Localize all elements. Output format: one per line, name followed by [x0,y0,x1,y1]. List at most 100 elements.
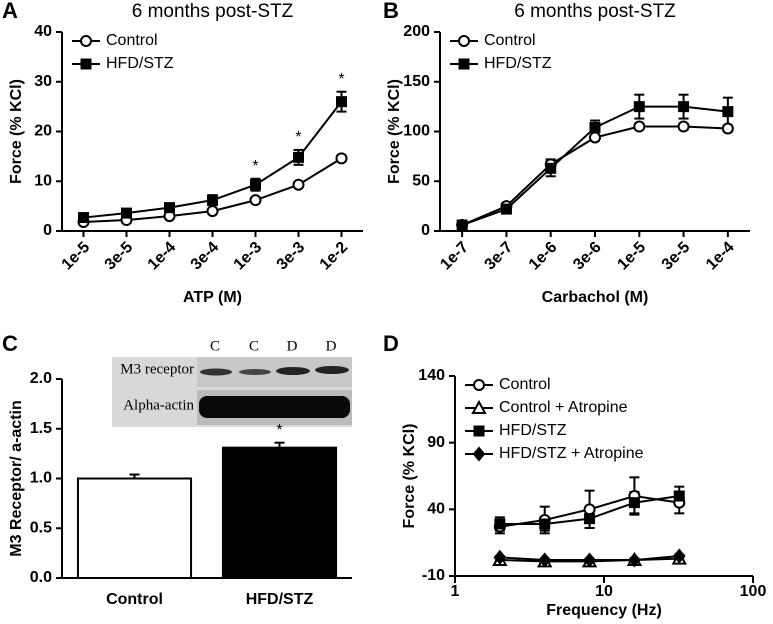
legend-marker [458,58,470,70]
y-tick-label: 0.5 [30,519,52,536]
legend-marker [458,35,470,47]
y-axis-label: M3 Receptor/ a-actin [8,400,25,556]
x-tick-label: 3e-4 [188,239,223,274]
y-tick-label: 0 [421,222,430,239]
marker [721,122,734,135]
marker [250,179,261,191]
western-blot: C C D D M3 receptor Alpha-actin [112,338,352,427]
y-tick-label: 40 [34,23,52,40]
x-tick-label: Control [106,591,163,608]
marker [207,194,218,206]
y-tick-label: 0.0 [30,569,52,586]
bar [221,446,338,579]
marker [249,194,262,207]
marker [678,101,690,113]
annotation: * [338,71,344,88]
marker [589,131,601,144]
x-tick-label: 3e-5 [102,239,137,274]
x-tick-label: 1e-5 [59,239,94,274]
y-axis-label: Force (% KCl) [401,424,418,529]
marker [589,122,601,134]
x-tick-label: 1e-7 [437,239,472,274]
legend-label: HFD/STZ [106,55,174,72]
x-axis-label: ATP (M) [183,289,242,306]
y-tick-label: 40 [427,501,445,518]
legend-marker [80,35,92,47]
x-tick-label: 1e-6 [526,239,561,274]
y-tick-label: 10 [34,172,52,189]
marker [677,120,690,133]
marker [672,548,686,564]
x-tick-label: HFD/STZ [246,591,314,608]
y-axis-label: Force (% KCl) [8,79,25,184]
lane-label: D [287,338,298,354]
y-tick-label: 200 [403,23,430,40]
x-tick-label: 100 [740,583,767,600]
x-tick-label: 10 [595,583,613,600]
bar [76,477,193,579]
marker [628,497,640,509]
legend-label: Control [106,32,158,49]
chart-title: 6 months post-STZ [514,1,676,22]
marker [121,207,132,219]
y-tick-label: 50 [412,172,430,189]
legend-label: HFD/STZ [484,55,552,72]
legend-marker [472,446,486,462]
x-axis-label: Frequency (Hz) [546,602,662,619]
lane-label: C [210,338,220,354]
legend-marker [473,379,485,391]
marker [456,219,468,231]
panel-label: D [383,331,399,356]
marker [336,96,347,108]
y-tick-label: 100 [403,123,430,140]
legend-label: HFD/STZ [499,422,567,439]
y-tick-label: 150 [403,73,430,90]
x-tick-label: 1e-4 [145,239,180,274]
marker [292,178,305,191]
x-tick-label: 1e-4 [703,239,738,274]
x-tick-label: 1e-3 [231,239,266,274]
lane-label: D [326,338,337,354]
blot-band [276,367,310,375]
marker [78,212,89,224]
marker [335,152,348,165]
row-label: M3 receptor [120,361,194,377]
marker [583,503,596,516]
lane-label: C [249,338,259,354]
x-tick-label: 3e-6 [570,239,605,274]
y-tick-label: 0 [43,222,52,239]
marker [633,120,646,133]
x-tick-label: 3e-5 [659,239,694,274]
blot-band [199,396,350,418]
marker [539,518,551,530]
y-tick-label: 1.5 [30,420,52,437]
marker [164,202,175,214]
y-tick-label: 140 [418,367,445,384]
marker [673,490,685,502]
marker [500,203,512,215]
legend-label: Control [484,32,536,49]
y-tick-label: 1.0 [30,470,52,487]
legend-marker [80,58,92,70]
legend-marker [471,399,487,414]
x-tick-label: 3e-7 [482,239,517,274]
legend-label: Control + Atropine [499,399,628,416]
y-tick-label: 2.0 [30,370,52,387]
x-tick-label: 3e-3 [274,239,309,274]
marker [493,549,507,565]
x-axis-label: Carbachol (M) [542,289,649,306]
chart-title: 6 months post-STZ [132,1,294,22]
marker [722,106,734,118]
marker [538,552,552,568]
y-tick-label: -10 [422,567,445,584]
marker [583,552,596,568]
marker [584,513,596,525]
marker [628,552,641,568]
marker [633,101,645,113]
panel-label: A [2,0,18,23]
marker [293,151,304,163]
annotation: * [295,129,301,146]
legend-label: Control [499,376,551,393]
x-tick-label: 1e-2 [317,239,352,274]
